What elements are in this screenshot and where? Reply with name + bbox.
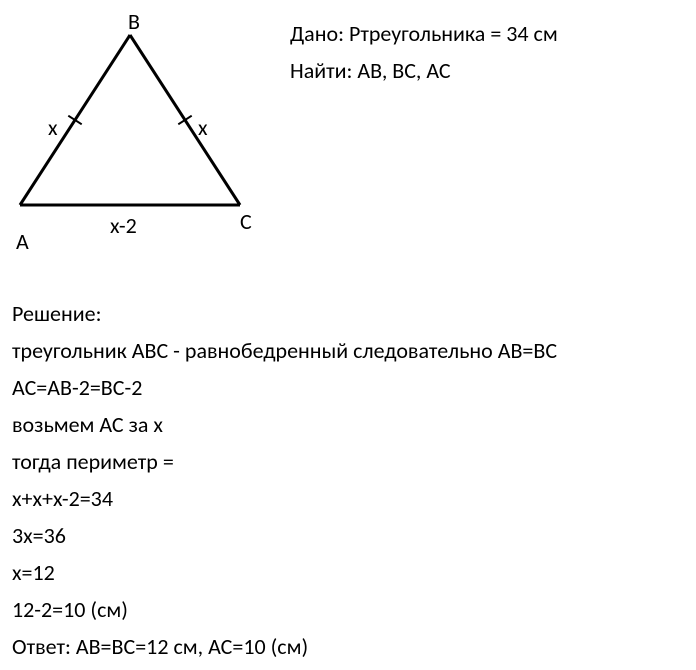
solution-step: x=12	[12, 559, 557, 586]
find-line: Найти: AB, BC, AC	[290, 57, 558, 84]
solution-step: треугольник ABC - равнобедренный следова…	[12, 337, 557, 364]
side-label-bc: x	[198, 114, 208, 141]
triangle-diagram: A B C x x x-2	[10, 10, 270, 280]
side-label-ac: x-2	[110, 212, 137, 239]
solution-step: 12-2=10 (см)	[12, 596, 557, 623]
given-heading: Дано:	[290, 20, 344, 47]
tick-mark-bc	[178, 116, 191, 125]
solution-heading: Решение:	[12, 300, 557, 327]
given-line: Дано: Pтреугольника = 34 см	[290, 20, 558, 47]
solution-section: Решение: треугольник ABC - равнобедренны…	[12, 300, 557, 670]
find-heading: Найти:	[290, 57, 352, 84]
find-text: AB, BC, AC	[357, 57, 450, 84]
solution-step: AC=AB-2=BC-2	[12, 374, 557, 401]
side-label-ab: x	[48, 114, 58, 141]
vertex-label-a: A	[16, 228, 29, 255]
given-section: Дано: Pтреугольника = 34 см Найти: AB, B…	[290, 20, 558, 94]
solution-step: 3x=36	[12, 522, 557, 549]
vertex-label-b: B	[128, 8, 140, 35]
vertex-label-c: C	[240, 208, 252, 235]
solution-step: тогда периметр =	[12, 448, 557, 475]
solution-answer: Ответ: AB=BC=12 см, AC=10 (см)	[12, 633, 557, 660]
solution-step: возьмем AC за x	[12, 411, 557, 438]
solution-step: x+x+x-2=34	[12, 485, 557, 512]
tick-mark-ab	[68, 116, 81, 125]
given-perimeter: Pтреугольника = 34 см	[349, 20, 558, 47]
